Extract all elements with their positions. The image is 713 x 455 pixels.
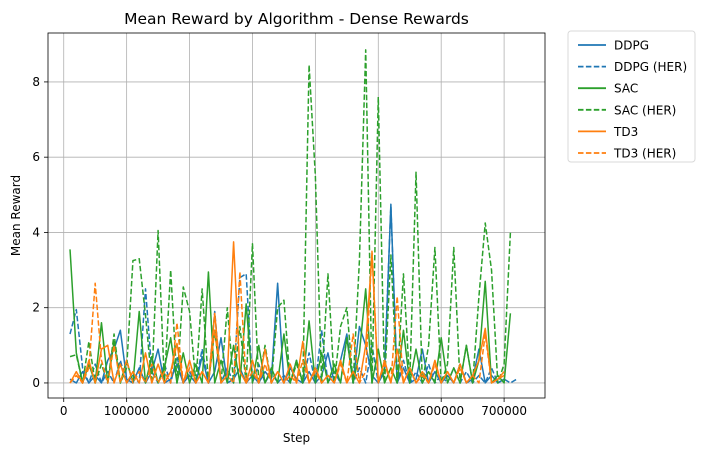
legend: DDPG DDPG (HER) SAC SAC (HER) TD3 TD3 (HER) — [567, 30, 696, 163]
plot-frame — [47, 32, 546, 399]
y-axis-ticks: 0 2 4 6 8 — [32, 75, 48, 390]
series-line-td3 — [69, 241, 505, 384]
series-layer — [69, 49, 518, 384]
y-tick-label: 6 — [32, 150, 40, 164]
legend-label-td3-her: TD3 (HER) — [613, 147, 676, 161]
legend-label-ddpg-her: DDPG (HER) — [614, 60, 687, 74]
x-tick-label: 500000 — [355, 404, 401, 418]
legend-label-td3: TD3 — [613, 125, 638, 139]
x-tick-label: 700000 — [481, 404, 527, 418]
legend-label-ddpg: DDPG — [614, 39, 649, 53]
legend-frame — [567, 30, 696, 163]
grid-lines — [48, 33, 545, 398]
y-tick-label: 0 — [32, 376, 40, 390]
x-axis-label: Step — [283, 431, 310, 445]
y-tick-label: 8 — [32, 75, 40, 89]
legend-label-sac: SAC — [614, 82, 638, 96]
y-tick-label: 2 — [32, 301, 40, 315]
chart-title: Mean Reward by Algorithm - Dense Rewards — [124, 10, 469, 28]
x-tick-label: 300000 — [230, 404, 276, 418]
x-tick-label: 600000 — [418, 404, 464, 418]
x-tick-label: 400000 — [292, 404, 338, 418]
series-line-td3-her — [69, 250, 505, 384]
series-line-sac-her — [69, 49, 512, 384]
y-axis-label: Mean Reward — [9, 175, 23, 256]
y-tick-label: 4 — [32, 225, 40, 239]
x-tick-label: 100000 — [104, 404, 150, 418]
x-tick-label: 0 — [60, 404, 68, 418]
legend-label-sac-her: SAC (HER) — [614, 103, 676, 117]
x-tick-label: 200000 — [167, 404, 213, 418]
x-axis-ticks: 0 100000 200000 300000 400000 500000 600000 700… — [60, 398, 527, 418]
